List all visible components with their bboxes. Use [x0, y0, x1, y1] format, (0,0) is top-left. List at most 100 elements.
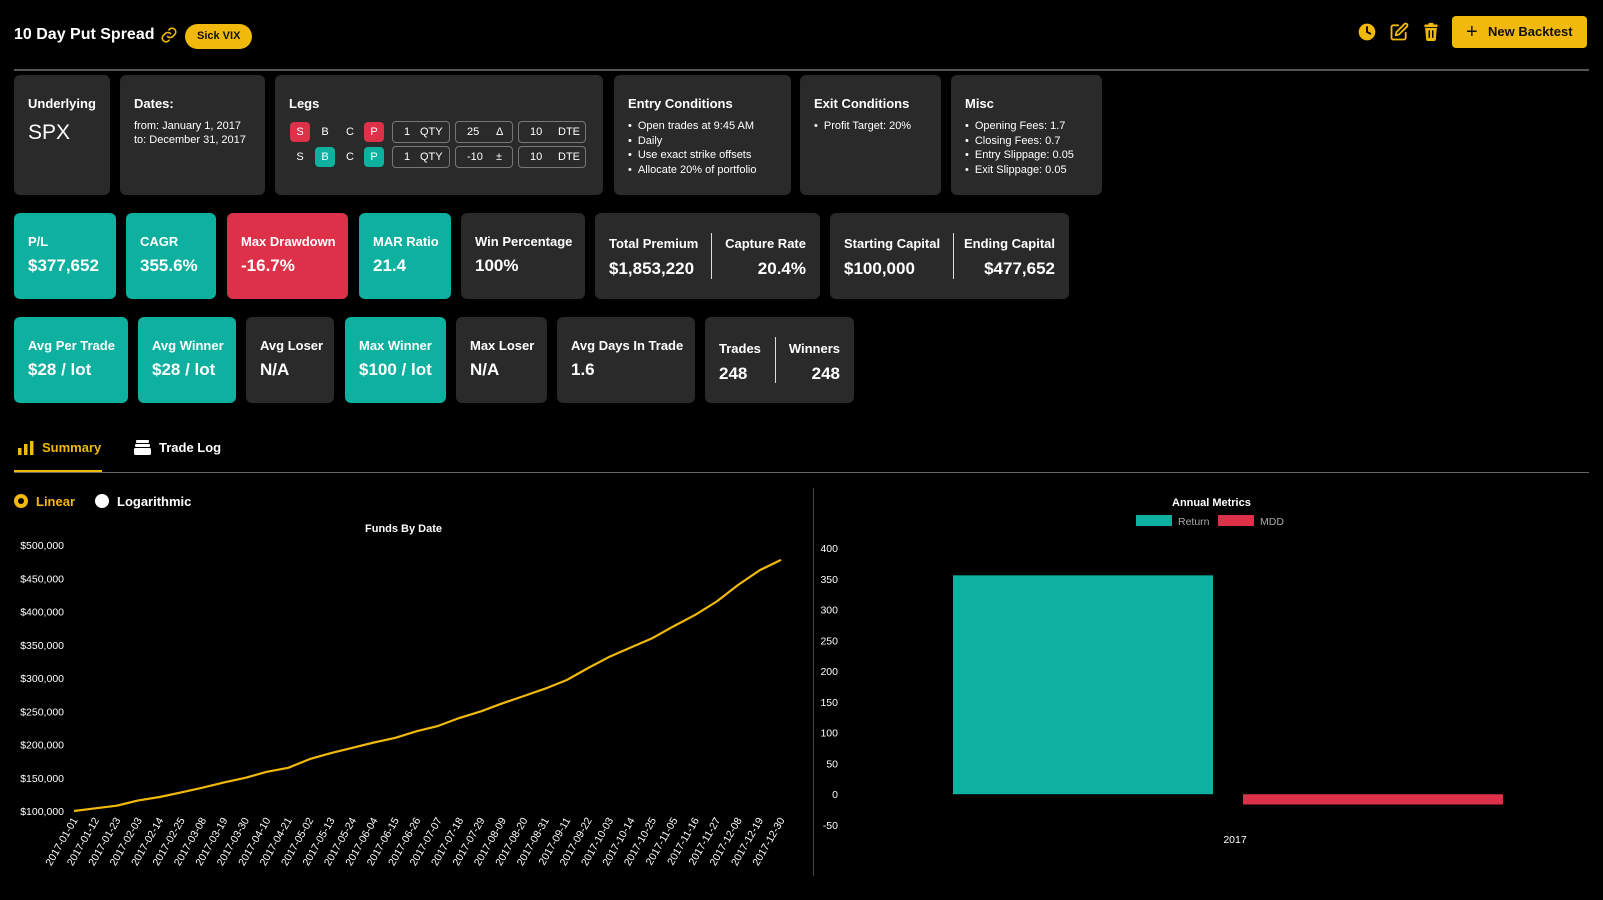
legend-swatch-return: [1136, 515, 1172, 526]
leg1-sell-toggle[interactable]: S: [290, 122, 310, 142]
plus-icon: +: [1466, 21, 1478, 43]
list-item: Closing Fees: 0.7: [965, 134, 1074, 149]
y-tick-label: $500,000: [20, 540, 64, 552]
leg2-put-toggle[interactable]: P: [364, 147, 384, 167]
mar-ratio-card: MAR Ratio 21.4: [359, 213, 451, 299]
exit-conditions-label: Exit Conditions: [814, 96, 910, 111]
funds-series-line: [73, 558, 782, 813]
divider: [711, 233, 712, 279]
y-tick-label: 300: [820, 605, 838, 617]
leg1-dte-field[interactable]: 10 DTE: [518, 121, 586, 143]
leg2-sell-toggle[interactable]: S: [296, 151, 304, 163]
leg2-strike-field[interactable]: -10 ±: [455, 146, 513, 168]
link-icon[interactable]: [160, 26, 178, 44]
starting-capital-label: Starting Capital: [844, 236, 941, 251]
pl-card: P/L $377,652: [14, 213, 116, 299]
premium-card: Total Premium $1,853,220 Capture Rate 20…: [595, 213, 820, 299]
leg2-strike: -10: [467, 151, 483, 163]
active-tab-indicator: [14, 470, 102, 472]
exit-conditions-card: Exit Conditions Profit Target: 20%: [800, 75, 941, 195]
linear-label[interactable]: Linear: [36, 494, 76, 509]
avg-days-value: 1.6: [571, 360, 595, 379]
y-tick-label: $400,000: [20, 607, 64, 619]
win-percentage-label: Win Percentage: [475, 234, 573, 249]
y-tick-label: $200,000: [20, 740, 64, 752]
leg1-strike: 25: [467, 126, 480, 138]
dates-from: from: January 1, 2017: [134, 120, 242, 132]
leg2-qty-unit: QTY: [420, 151, 443, 163]
list-item: Daily: [628, 134, 757, 149]
logarithmic-radio[interactable]: [95, 494, 109, 508]
winners-value: 248: [811, 364, 840, 383]
leg2-dte-unit: DTE: [558, 151, 580, 163]
avg-loser-value: N/A: [260, 360, 290, 379]
list-item: Entry Slippage: 0.05: [965, 148, 1074, 163]
bar-return: [953, 575, 1213, 795]
avg-per-trade-value: $28 / lot: [28, 360, 92, 379]
y-tick-label: 200: [820, 666, 838, 678]
legend-label-mdd: MDD: [1260, 516, 1284, 528]
mar-ratio-value: 21.4: [373, 256, 407, 275]
avg-per-trade-label: Avg Per Trade: [28, 338, 115, 353]
leg1-strike-field[interactable]: 25 Δ: [455, 121, 513, 143]
y-tick-label: 400: [820, 543, 838, 555]
new-backtest-button[interactable]: + New Backtest: [1452, 16, 1587, 48]
list-item: Profit Target: 20%: [814, 119, 911, 134]
winners-label: Winners: [788, 341, 840, 356]
avg-days-label: Avg Days In Trade: [571, 338, 684, 353]
total-premium-label: Total Premium: [609, 236, 699, 251]
capital-card: Starting Capital $100,000 Ending Capital…: [830, 213, 1069, 299]
logarithmic-label[interactable]: Logarithmic: [117, 494, 192, 509]
trades-winners-card: Trades 248 Winners 248: [705, 317, 854, 403]
leg2-call-toggle[interactable]: C: [346, 151, 354, 163]
avg-winner-card: Avg Winner $28 / lot: [138, 317, 236, 403]
tabs-divider: [14, 472, 1589, 473]
y-tick-label: 350: [820, 574, 838, 586]
annual-chart-title: Annual Metrics: [1172, 497, 1251, 509]
underlying-value: SPX: [28, 121, 71, 144]
tab-summary[interactable]: Summary: [42, 440, 102, 455]
underlying-card: Underlying SPX: [14, 75, 110, 195]
y-tick-label: 150: [820, 697, 838, 709]
max-winner-card: Max Winner $100 / lot: [345, 317, 446, 403]
entry-conditions-label: Entry Conditions: [628, 96, 733, 111]
leg1-put-toggle[interactable]: P: [364, 122, 384, 142]
divider: [775, 337, 776, 383]
divider: [953, 233, 954, 279]
leg2-buy-toggle[interactable]: B: [315, 147, 335, 167]
max-winner-value: $100 / lot: [359, 360, 432, 379]
trash-icon[interactable]: [1421, 22, 1441, 42]
leg2-dte-field[interactable]: 10 DTE: [518, 146, 586, 168]
leg1-qty-field[interactable]: 1 QTY: [392, 121, 450, 143]
max-drawdown-card: Max Drawdown -16.7%: [227, 213, 348, 299]
dates-card: Dates: from: January 1, 2017 to: Decembe…: [120, 75, 265, 195]
leg1-call-toggle[interactable]: C: [346, 126, 354, 138]
page-title: 10 Day Put Spread: [14, 26, 155, 43]
avg-loser-label: Avg Loser: [260, 338, 324, 353]
linear-radio[interactable]: [14, 494, 28, 508]
avg-winner-value: $28 / lot: [152, 360, 216, 379]
exit-conditions-list: Profit Target: 20%: [814, 119, 911, 134]
edit-icon[interactable]: [1389, 22, 1409, 42]
entry-conditions-list: Open trades at 9:45 AM Daily Use exact s…: [628, 119, 757, 177]
leg2-qty-field[interactable]: 1 QTY: [392, 146, 450, 168]
leg1-qty-unit: QTY: [420, 126, 443, 138]
pl-value: $377,652: [28, 256, 99, 275]
leg1-dte-unit: DTE: [558, 126, 580, 138]
strategy-tag[interactable]: Sick VIX: [185, 24, 253, 49]
leg2-qty: 1: [404, 151, 411, 163]
y-tick-label: -50: [823, 820, 838, 832]
mar-ratio-label: MAR Ratio: [373, 234, 439, 249]
total-premium-value: $1,853,220: [609, 259, 695, 278]
header-divider: [14, 69, 1589, 71]
win-percentage-value: 100%: [475, 256, 519, 275]
clock-icon[interactable]: [1357, 22, 1377, 42]
misc-list: Opening Fees: 1.7 Closing Fees: 0.7 Entr…: [965, 119, 1074, 177]
max-drawdown-label: Max Drawdown: [241, 234, 336, 249]
leg1-buy-toggle[interactable]: B: [321, 126, 329, 138]
x-tick-label: 2017: [1223, 834, 1247, 846]
list-item: Opening Fees: 1.7: [965, 119, 1074, 134]
funds-by-date-chart: $100,000 $150,000 $200,000 $250,000 $300,000…: [20, 540, 787, 868]
tab-trade-log[interactable]: Trade Log: [159, 440, 222, 455]
y-tick-label: $450,000: [20, 573, 64, 585]
